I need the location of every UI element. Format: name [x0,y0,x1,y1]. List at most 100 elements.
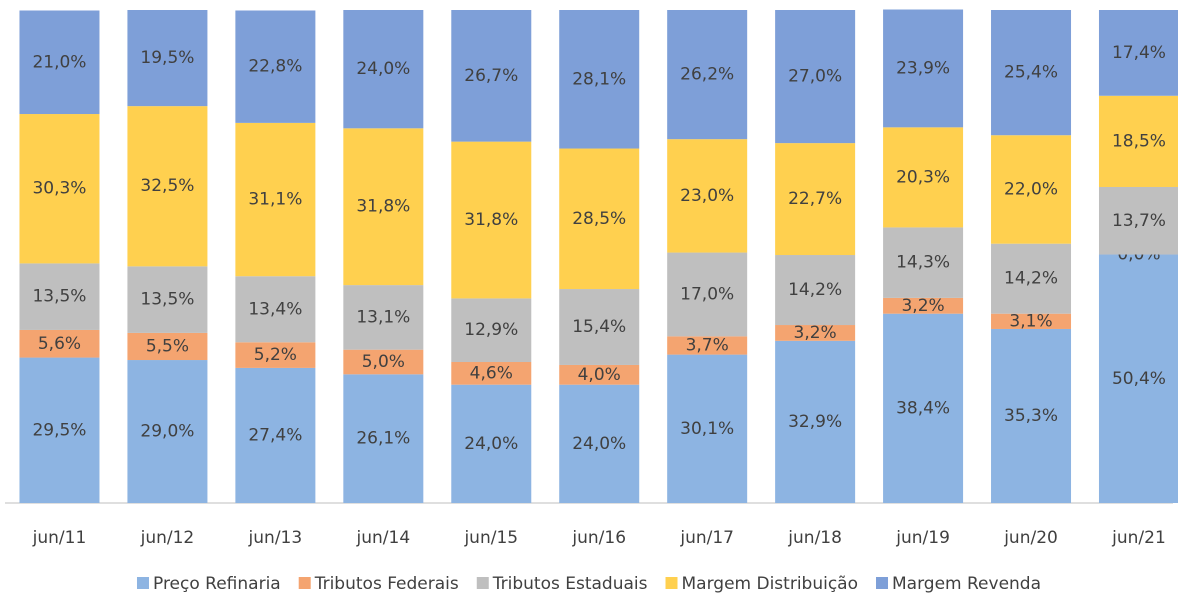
x-tick-label: jun/12 [140,528,195,548]
bar-segment [991,10,1072,136]
bar-segment [559,148,640,290]
bar-segment [775,255,856,326]
data-label: 14,2% [1004,269,1058,289]
data-label: 14,2% [788,280,842,300]
bar-segment [343,349,424,375]
legend-swatch [476,577,489,589]
data-label: 31,8% [356,197,410,217]
data-label: 26,1% [356,429,410,449]
data-label: 24,0% [464,434,518,454]
bar-segment [667,139,748,253]
data-label: 32,9% [788,412,842,432]
data-label: 26,7% [464,66,518,86]
bar-segment [127,106,208,267]
x-tick-label: jun/13 [248,528,303,548]
legend-swatch [665,577,678,589]
data-label: 38,4% [896,398,950,418]
bar-segment [559,384,640,503]
data-label: 4,6% [470,363,513,383]
data-label: 13,5% [32,287,86,307]
data-label: 29,0% [140,422,194,442]
bar-segment [451,298,532,363]
data-label: 30,3% [32,179,86,199]
bar-segment [235,122,316,277]
x-tick-label: jun/20 [1003,528,1058,548]
x-tick-label: jun/18 [787,528,842,548]
bar-segment [883,297,964,314]
legend: Preço Refinaria Tributos Federais Tributos… [136,574,1041,594]
data-label: 15,4% [572,317,626,337]
data-label: 24,0% [572,434,626,454]
data-label: 22,0% [1004,179,1058,199]
bar-segment [343,374,424,503]
bar-segment [775,10,856,144]
data-label: 5,0% [362,352,405,372]
data-label: 5,6% [38,334,81,354]
legend-swatch [876,577,889,589]
bar-segment [343,285,424,350]
bar-segment [991,135,1072,244]
bar-segment [775,340,856,503]
data-label: 3,2% [901,296,944,316]
x-tick-label: jun/17 [679,528,734,548]
data-label: 13,7% [1112,211,1166,231]
data-label: 3,1% [1009,311,1052,331]
data-label: 32,5% [140,176,194,196]
x-tick-label: jun/14 [356,528,411,548]
data-label: 17,0% [680,284,734,304]
legend-label: Tributos Federais [314,574,459,594]
data-label: 31,8% [464,210,518,230]
data-label: 19,5% [140,48,194,68]
data-label: 26,2% [680,65,734,85]
bar-segment [343,10,424,129]
data-label: 22,8% [248,57,302,77]
bar-segment [451,10,532,142]
data-label: 13,5% [140,290,194,310]
bar-segment [343,128,424,286]
bar-segment [559,10,640,149]
bar-segment [19,263,100,330]
bar-segment [883,127,964,228]
bar-segment [667,336,748,355]
data-label: 13,4% [248,299,302,319]
data-label: 27,4% [248,425,302,445]
data-label: 20,3% [896,167,950,187]
legend-swatch [136,577,149,589]
bar-segment [451,362,532,385]
bar-segment [127,360,208,503]
legend-label: Margem Revenda [892,574,1041,594]
bar-segment [991,313,1072,329]
bar-segment [19,329,100,358]
bar-segment [883,227,964,298]
bar-segment [235,367,316,503]
data-label: 13,1% [356,307,410,327]
bar-segment [1098,254,1178,503]
data-label: 17,4% [1112,43,1166,63]
data-label: 5,5% [146,336,189,356]
data-label: 28,1% [572,69,626,89]
data-label: 22,7% [788,189,842,209]
legend-label: Preço Refinaria [153,574,281,594]
bar-segment [235,342,316,368]
bar-segment [19,114,100,264]
bar-segment [883,313,964,503]
data-label: 23,9% [896,58,950,78]
data-label: 29,5% [32,420,86,440]
bar-segment [235,10,316,123]
bar-segment [667,10,748,140]
data-label: 3,2% [794,323,837,343]
x-tick-label: jun/11 [32,528,87,548]
bar-segment [883,9,964,128]
data-label: 30,1% [680,419,734,439]
bar-segment [1098,95,1178,187]
bar-segment [667,252,748,337]
bar-segment [127,10,208,107]
data-label: 23,0% [680,186,734,206]
x-tick-label: jun/15 [463,528,518,548]
bar-segment [775,143,856,256]
legend-label: Margem Distribuição [682,574,859,594]
legend-label: Tributos Estaduais [492,574,648,594]
bar-segment [127,332,208,361]
data-label: 3,7% [686,335,729,355]
